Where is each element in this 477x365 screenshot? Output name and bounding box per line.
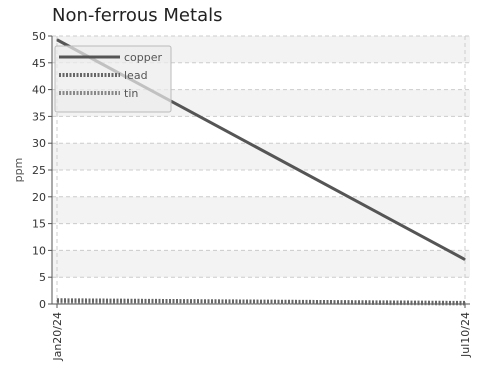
y-tick-label: 35: [32, 110, 46, 123]
data-point-copper: [464, 259, 466, 261]
plot-band: [52, 196, 470, 224]
legend-label-lead: lead: [124, 69, 148, 82]
data-point-copper: [56, 39, 58, 41]
y-tick-label: 10: [32, 244, 46, 257]
chart-title: Non-ferrous Metals: [52, 5, 223, 26]
y-tick-label: 5: [39, 271, 46, 284]
y-tick-label: 15: [32, 218, 46, 231]
legend-label-tin: tin: [124, 87, 138, 100]
plot-band: [52, 250, 470, 278]
y-tick-label: 50: [32, 30, 46, 43]
data-point-lead: [56, 299, 58, 301]
x-tick-label: Jul10/24: [459, 312, 472, 358]
legend: copper lead tin: [54, 45, 172, 113]
legend-box: [54, 45, 172, 113]
y-tick-label: 45: [32, 57, 46, 70]
y-axis-label: ppm: [12, 158, 25, 183]
x-tick-label: Jan20/24: [51, 312, 64, 362]
y-tick-label: 30: [32, 137, 46, 150]
legend-label-copper: copper: [124, 51, 163, 64]
data-point-lead: [464, 302, 466, 304]
plot-band: [52, 143, 470, 170]
y-tick-label: 0: [39, 298, 46, 311]
series-line-lead: [56, 298, 466, 305]
y-tick-label: 40: [32, 84, 46, 97]
y-tick-label: 20: [32, 191, 46, 204]
y-tick-label: 25: [32, 164, 46, 177]
